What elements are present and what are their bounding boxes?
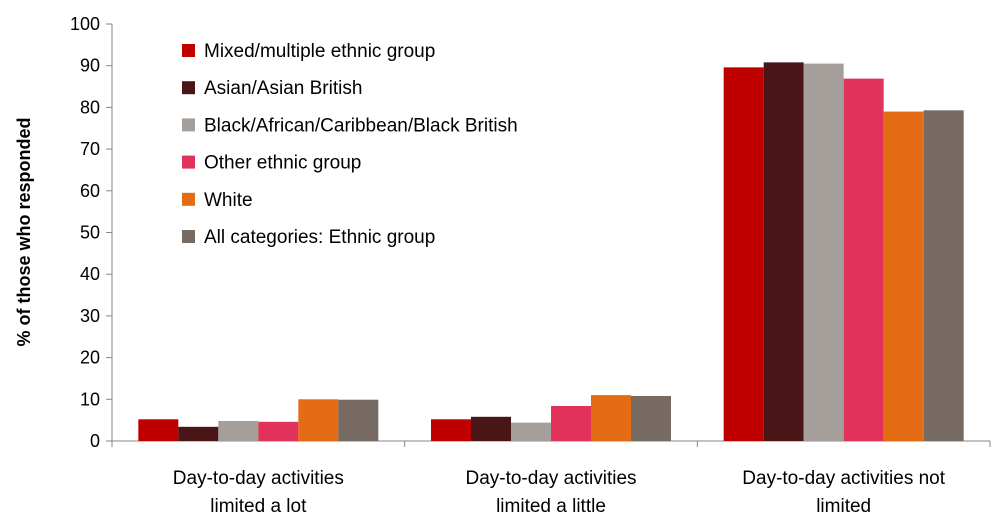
y-tick-label: 40 — [80, 264, 100, 284]
y-tick-label: 60 — [80, 181, 100, 201]
y-tick-label: 20 — [80, 348, 100, 368]
bar — [258, 421, 299, 441]
bar — [338, 399, 379, 441]
bars — [138, 62, 964, 442]
legend-label: All categories: Ethnic group — [204, 227, 435, 248]
legend-label: Black/African/Caribbean/Black British — [204, 115, 518, 136]
bar — [298, 399, 339, 441]
bar — [631, 395, 671, 441]
y-tick-label: 30 — [80, 306, 100, 326]
bar — [138, 419, 179, 441]
legend-swatch — [182, 155, 195, 169]
bar — [551, 405, 591, 441]
bar — [178, 426, 219, 441]
legend-swatch — [182, 118, 195, 132]
y-tick-label: 50 — [80, 223, 100, 243]
y-tick-label: 70 — [80, 139, 100, 159]
category-labels: Day-to-day activities limited a lot Day-to… — [173, 468, 946, 517]
category-label: Day-to-day activities limited a lot — [173, 468, 344, 517]
bar — [431, 419, 471, 441]
bar — [591, 395, 631, 441]
bar — [883, 111, 924, 441]
y-tick-label: 10 — [80, 389, 100, 409]
bar — [923, 110, 964, 441]
legend-swatch — [182, 230, 195, 243]
bar — [803, 63, 844, 442]
y-tick-label: 80 — [80, 97, 100, 117]
y-tick-label: 100 — [70, 14, 100, 34]
y-axis-label: % of those who responded — [14, 117, 34, 346]
bar — [511, 422, 551, 441]
y-tick-labels: 0 10 20 30 40 50 60 70 80 90 100 — [70, 14, 100, 451]
bar — [843, 78, 884, 441]
legend-swatch — [182, 81, 195, 95]
legend-label: Mixed/multiple ethnic group — [204, 41, 435, 62]
legend-label: Asian/Asian British — [204, 78, 362, 99]
legend-label: Other ethnic group — [204, 153, 361, 174]
category-label: Day-to-day activities not limited — [742, 468, 945, 517]
legend-swatch — [182, 192, 195, 206]
legend: Mixed/multiple ethnic group Asian/Asian B… — [182, 41, 518, 248]
y-tick-label: 0 — [90, 431, 100, 451]
bar — [763, 62, 804, 441]
bar — [471, 416, 511, 441]
legend-label: White — [204, 190, 253, 211]
bar — [218, 420, 259, 441]
legend-swatch — [182, 44, 195, 57]
bar — [723, 67, 764, 442]
y-tick-label: 90 — [80, 56, 100, 76]
category-label: Day-to-day activities limited a little — [465, 468, 636, 517]
